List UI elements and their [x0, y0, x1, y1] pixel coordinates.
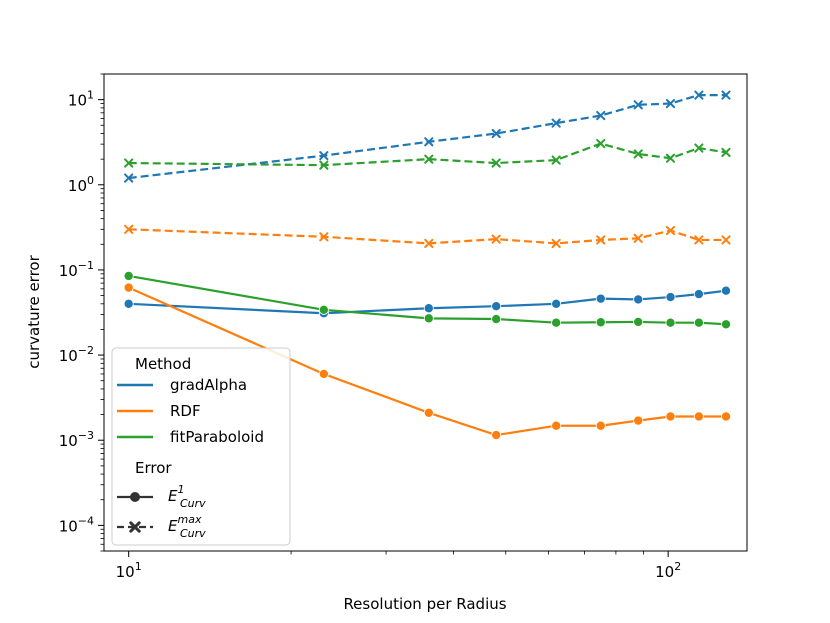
legend-marker-x [129, 521, 141, 533]
data-point [665, 411, 676, 422]
y-tick-label: 10−4 [59, 514, 94, 535]
series-line [128, 228, 727, 245]
data-point [123, 270, 134, 281]
data-point [123, 298, 134, 309]
legend-title-error: Error [135, 459, 172, 477]
data-point [319, 232, 329, 242]
data-point [633, 233, 643, 243]
data-point [596, 235, 606, 245]
legend-title-method: Method [135, 355, 191, 373]
data-point [596, 110, 606, 121]
y-tick-label: 10−2 [59, 344, 94, 365]
data-point [665, 317, 676, 328]
data-point [551, 298, 562, 309]
x-tick-label: 102 [655, 560, 681, 581]
x-tick-label: 101 [116, 560, 142, 581]
data-point [551, 155, 561, 165]
y-tick-label: 100 [68, 174, 94, 195]
data-point [596, 138, 606, 149]
data-point [665, 225, 676, 236]
data-point [318, 304, 329, 315]
axes-layer: 101 102 10−4 10−3 10−2 10−1 100 101 [59, 73, 681, 581]
series-fitParaboloid-Emax [124, 138, 731, 170]
data-point [633, 316, 644, 327]
data-point [423, 407, 434, 418]
data-point [665, 98, 676, 109]
data-point [595, 293, 606, 304]
data-point [551, 317, 562, 328]
legend-label-RDF: RDF [170, 402, 201, 420]
x-axis-label: Resolution per Radius [343, 595, 506, 613]
y-axis-label: curvature error [25, 254, 43, 368]
y-tick-label: 10−3 [59, 429, 94, 450]
data-point [424, 238, 434, 248]
data-point [124, 224, 134, 234]
data-point [124, 158, 134, 168]
data-point [124, 173, 134, 183]
data-point [694, 143, 704, 153]
data-point [721, 319, 732, 330]
data-point [693, 411, 704, 422]
series-line [128, 286, 727, 437]
legend-label-gradAlpha: gradAlpha [170, 376, 247, 394]
data-point [633, 100, 643, 110]
data-point [319, 160, 329, 170]
legend-marker-circle [130, 492, 140, 502]
data-point [721, 235, 731, 245]
data-point [694, 235, 704, 245]
legend-label-fitParaboloid: fitParaboloid [170, 428, 264, 446]
data-point [318, 368, 329, 379]
data-point [423, 303, 434, 314]
data-point [491, 430, 502, 441]
legend-label-error-0: E1 Curv [168, 483, 206, 510]
data-point [721, 411, 732, 422]
data-point [633, 294, 644, 305]
legend: Method gradAlpha RDF fitParaboloid Error E1 Cu… [111, 347, 291, 546]
data-point [694, 90, 704, 100]
plot-frame [103, 73, 748, 552]
data-point [633, 415, 644, 426]
data-point [491, 158, 501, 168]
data-point [693, 317, 704, 328]
legend-box [111, 347, 291, 546]
data-point [424, 137, 434, 147]
data-point [319, 151, 329, 161]
data-point [595, 317, 606, 328]
data-point [491, 128, 501, 139]
data-point [491, 314, 502, 325]
data-point [424, 154, 434, 164]
series-gradAlpha-E1 [123, 285, 732, 319]
series-line [128, 289, 727, 315]
data-point [551, 238, 561, 248]
series-layer [123, 90, 732, 441]
series-RDF-Emax [124, 224, 731, 248]
series-fitParaboloid-E1 [123, 270, 732, 330]
y-tick-label: 101 [68, 89, 94, 110]
data-point [491, 234, 501, 244]
data-point [123, 282, 134, 293]
y-tick-label: 10−1 [59, 259, 94, 280]
series-line [128, 142, 727, 167]
legend-label-error-1: Emax Curv [168, 513, 206, 540]
data-point [721, 147, 731, 158]
series-gradAlpha-Emax [124, 90, 731, 183]
series-line [128, 274, 727, 326]
data-point [665, 292, 676, 303]
data-point [721, 285, 732, 296]
data-point [551, 420, 562, 431]
data-point [721, 90, 731, 100]
data-point [595, 420, 606, 431]
series-RDF-E1 [123, 282, 732, 441]
data-point [491, 301, 502, 312]
data-point [551, 118, 561, 128]
data-point [633, 149, 643, 159]
data-point [423, 313, 434, 324]
data-point [693, 289, 704, 300]
data-point [665, 153, 676, 163]
